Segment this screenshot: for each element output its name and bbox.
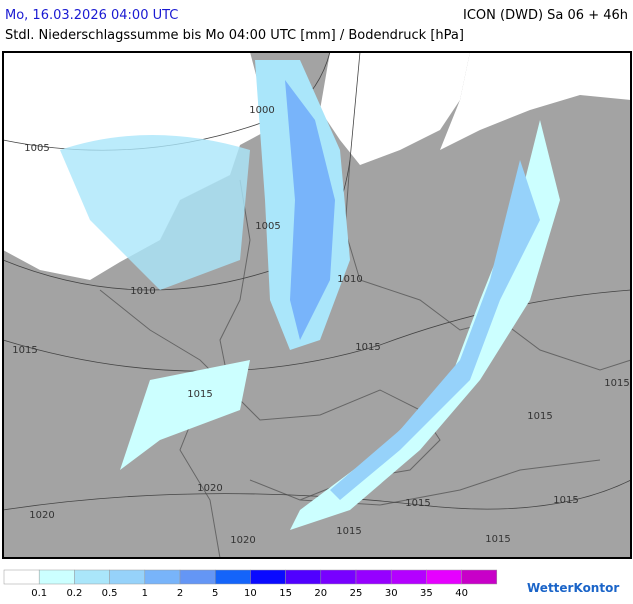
legend-label: 0.2 [66, 588, 82, 599]
legend-label: 15 [279, 588, 292, 599]
subtitle: Stdl. Niederschlagssumme bis Mo 04:00 UT… [5, 28, 464, 43]
logo: WetterKontor [527, 581, 619, 595]
isobar-label: 1015 [355, 342, 380, 353]
isobar-label: 1020 [197, 483, 222, 494]
isobar-label: 1005 [255, 221, 280, 232]
map-frame [2, 51, 632, 559]
legend-swatch [285, 569, 322, 585]
legend-label: 25 [350, 588, 363, 599]
rain-area [330, 160, 540, 500]
legend-swatch [355, 569, 392, 585]
legend-swatch [250, 569, 286, 585]
rain-area [285, 80, 335, 340]
isobar-label: 1015 [604, 378, 629, 389]
legend-label: 40 [455, 588, 468, 599]
legend-swatch [214, 569, 251, 585]
legend-label: 20 [314, 588, 327, 599]
legend-swatch [461, 569, 498, 585]
isobar-label: 1010 [130, 286, 155, 297]
isobar-label: 1015 [553, 495, 578, 506]
legend-label: 1 [142, 588, 148, 599]
legend-label: 30 [385, 588, 398, 599]
legend-swatch [390, 569, 427, 585]
isobar-label: 1010 [337, 274, 362, 285]
legend-label: 0.1 [31, 588, 47, 599]
legend-label: 0.5 [102, 588, 118, 599]
model: ICON (DWD) Sa 06 + 46h [463, 8, 628, 23]
rain-area [60, 135, 250, 290]
isobar-label: 1005 [24, 143, 49, 154]
baltic-east [440, 52, 631, 150]
rain-area [120, 360, 250, 470]
map [2, 51, 632, 559]
legend-swatch [179, 569, 216, 585]
legend-label: 35 [420, 588, 433, 599]
legend-swatch [74, 569, 110, 585]
isobar-label: 1020 [29, 510, 54, 521]
isobar-label: 1015 [12, 345, 37, 356]
legend-label: 10 [244, 588, 257, 599]
isobar-label: 1015 [405, 498, 430, 509]
rain-area [290, 120, 560, 530]
isobar-label: 1000 [249, 105, 274, 116]
legend-label: 5 [212, 588, 218, 599]
isobar-label: 1015 [187, 389, 212, 400]
date: Mo, 16.03.2026 04:00 UTC [5, 8, 178, 23]
legend-swatch [320, 569, 357, 585]
isobar-label: 1015 [336, 526, 361, 537]
legend-swatch [144, 569, 181, 585]
legend-swatch [109, 569, 146, 585]
isobar-label: 1015 [527, 411, 552, 422]
legend-label: 2 [177, 588, 183, 599]
legend: 0.1 0.2 0.5 1 2 5 10 15 20 25 30 35 40 [3, 569, 498, 599]
isobar-label: 1020 [230, 535, 255, 546]
precipitation [60, 60, 560, 530]
legend-swatch [38, 569, 75, 585]
isobar-label: 1015 [485, 534, 510, 545]
legend-swatch [426, 569, 462, 585]
legend-swatch [3, 569, 40, 585]
